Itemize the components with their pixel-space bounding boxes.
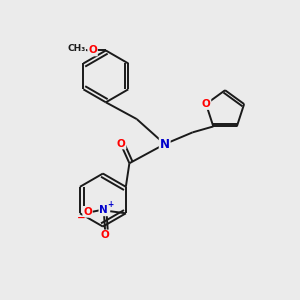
Text: N: N <box>160 138 170 151</box>
Text: O: O <box>101 230 110 240</box>
Text: O: O <box>117 139 125 148</box>
Text: CH₃: CH₃ <box>67 44 86 52</box>
Text: O: O <box>202 99 210 109</box>
Text: +: + <box>107 200 113 209</box>
Text: N: N <box>99 206 108 215</box>
Text: O: O <box>88 46 97 56</box>
Text: O: O <box>83 207 92 217</box>
Text: −: − <box>77 213 85 223</box>
